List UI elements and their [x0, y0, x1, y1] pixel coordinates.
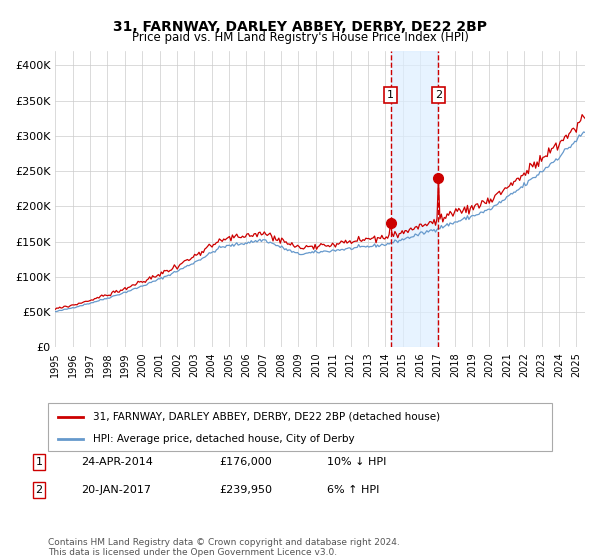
Text: 1: 1	[35, 457, 43, 467]
Text: £176,000: £176,000	[219, 457, 272, 467]
Bar	[391, 52, 438, 347]
Text: Price paid vs. HM Land Registry's House Price Index (HPI): Price paid vs. HM Land Registry's House …	[131, 31, 469, 44]
FancyBboxPatch shape	[48, 403, 552, 451]
Text: Contains HM Land Registry data © Crown copyright and database right 2024.
This d: Contains HM Land Registry data © Crown c…	[48, 538, 400, 557]
Text: 2: 2	[35, 485, 43, 495]
Text: £239,950: £239,950	[219, 485, 272, 495]
Text: 31, FARNWAY, DARLEY ABBEY, DERBY, DE22 2BP (detached house): 31, FARNWAY, DARLEY ABBEY, DERBY, DE22 2…	[94, 412, 440, 422]
Text: 6% ↑ HPI: 6% ↑ HPI	[327, 485, 379, 495]
Text: 24-APR-2014: 24-APR-2014	[81, 457, 153, 467]
Text: HPI: Average price, detached house, City of Derby: HPI: Average price, detached house, City…	[94, 434, 355, 444]
Text: 20-JAN-2017: 20-JAN-2017	[81, 485, 151, 495]
Text: 10% ↓ HPI: 10% ↓ HPI	[327, 457, 386, 467]
Text: 31, FARNWAY, DARLEY ABBEY, DERBY, DE22 2BP: 31, FARNWAY, DARLEY ABBEY, DERBY, DE22 2…	[113, 20, 487, 34]
Text: 2: 2	[435, 90, 442, 100]
Text: 1: 1	[387, 90, 394, 100]
